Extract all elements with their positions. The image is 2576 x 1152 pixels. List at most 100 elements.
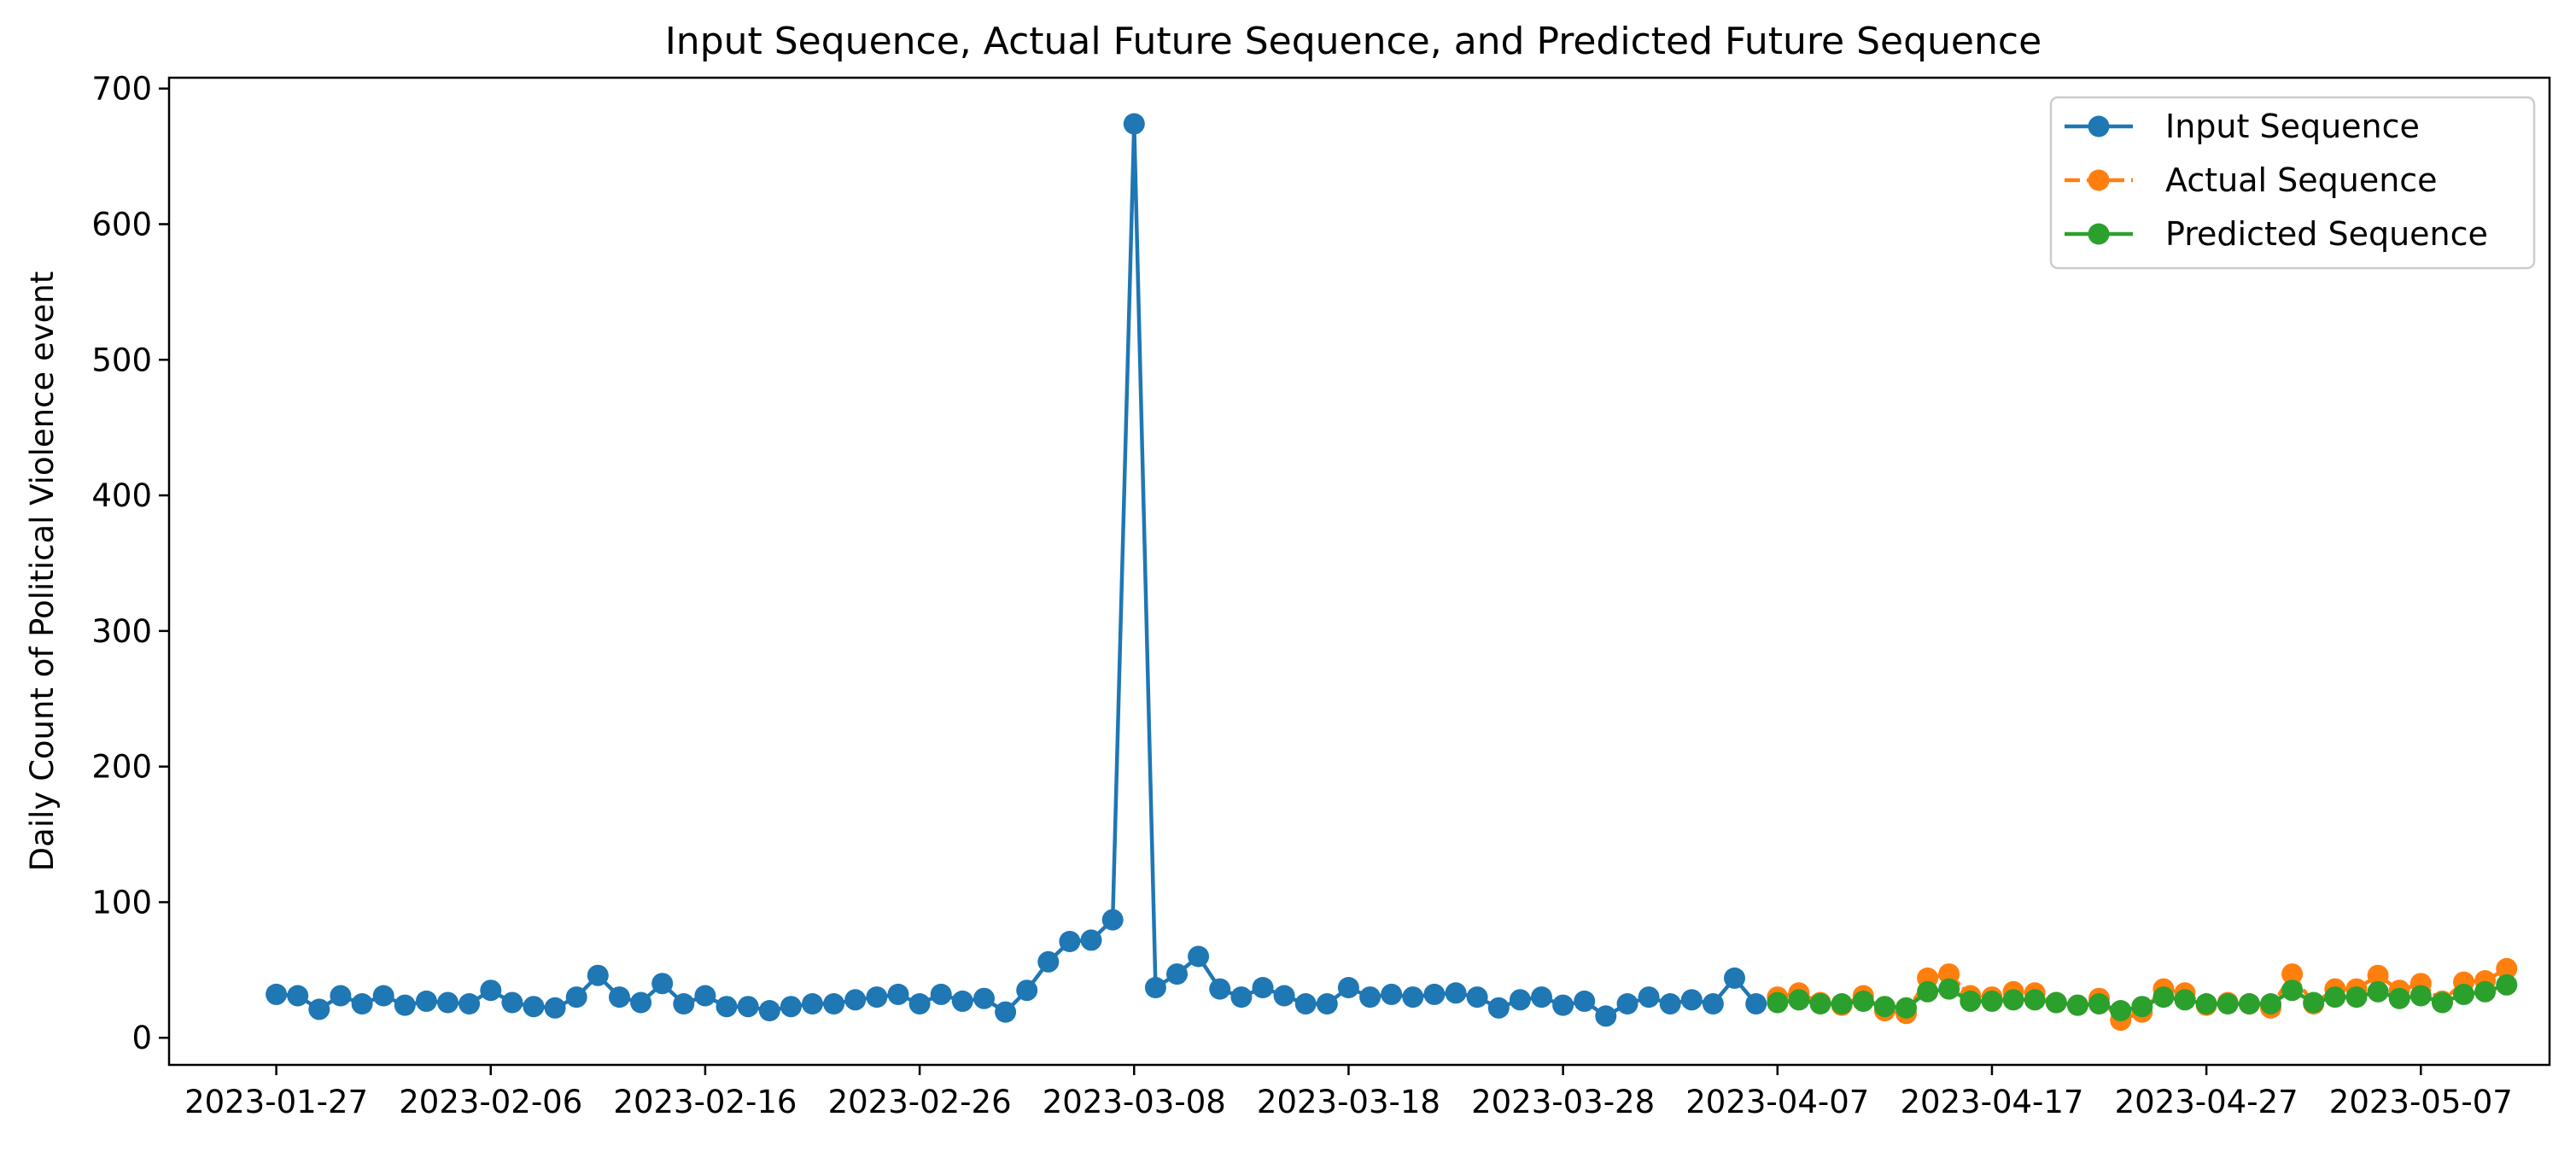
data-point: [2303, 991, 2325, 1014]
data-point: [1230, 986, 1253, 1009]
data-point: [630, 991, 652, 1014]
data-point: [866, 986, 888, 1009]
data-point: [1466, 986, 1488, 1009]
data-point: [501, 991, 523, 1014]
data-point: [1080, 929, 1102, 951]
data-point: [737, 996, 759, 1018]
data-point: [1166, 963, 1188, 985]
data-point: [1252, 977, 1274, 998]
x-tick-label: 2023-02-26: [828, 1084, 1012, 1120]
data-point: [1724, 967, 1745, 989]
legend-box: [2049, 96, 2536, 270]
legend-marker: [2088, 115, 2110, 137]
data-point: [308, 998, 330, 1020]
x-tick-label: 2023-03-18: [1257, 1084, 1440, 1120]
data-point: [1831, 993, 1853, 1015]
data-point: [1509, 989, 1531, 1011]
data-point: [2453, 983, 2474, 1005]
data-point: [1938, 978, 1960, 1000]
data-point: [951, 990, 973, 1012]
data-point: [609, 986, 630, 1009]
data-point: [1123, 113, 1145, 135]
data-point: [266, 983, 288, 1005]
data-point: [1144, 977, 1166, 998]
axes-layer: 0 100 200 300 400 500 600 700 2023-01-27 2023-02-…: [91, 71, 2551, 1120]
data-point: [758, 1000, 780, 1021]
data-point: [587, 964, 609, 986]
data-point: [1059, 931, 1081, 952]
data-point: [1852, 990, 1874, 1012]
data-point: [1445, 982, 1467, 1004]
legend-marker: [2088, 223, 2110, 245]
data-point: [1037, 950, 1060, 973]
y-tick-label: 600: [91, 206, 152, 243]
data-point: [1359, 986, 1381, 1009]
data-point: [394, 994, 416, 1016]
y-tick-label: 100: [91, 884, 152, 921]
data-point: [1917, 980, 1939, 1003]
data-point: [716, 996, 738, 1018]
data-point: [2066, 994, 2088, 1016]
data-point: [1423, 983, 1446, 1005]
data-point: [1316, 993, 1338, 1015]
data-point: [2431, 991, 2453, 1014]
data-point: [908, 993, 931, 1015]
x-tick-label: 2023-04-27: [2115, 1084, 2299, 1120]
data-point: [2367, 980, 2389, 1003]
legend-label: Input Sequence: [2165, 108, 2420, 145]
data-point: [544, 997, 566, 1019]
legend-label: Actual Sequence: [2165, 161, 2438, 199]
data-point: [1531, 986, 1552, 1009]
data-point: [372, 985, 394, 1007]
data-point: [651, 973, 674, 995]
series-line: [274, 121, 1758, 1019]
data-point: [2217, 993, 2239, 1015]
data-point: [1895, 997, 1917, 1019]
data-point: [2238, 993, 2260, 1015]
x-tick-label: 2023-03-28: [1471, 1084, 1655, 1120]
data-point: [2324, 986, 2346, 1009]
data-point: [330, 985, 352, 1007]
data-point: [1294, 993, 1317, 1015]
data-point: [2496, 974, 2518, 996]
data-point: [459, 993, 481, 1015]
data-point: [1616, 993, 1638, 1015]
data-point: [2281, 963, 2304, 985]
data-point: [673, 993, 695, 1015]
data-point: [1101, 909, 1124, 931]
data-point: [480, 979, 502, 1002]
y-tick-label: 500: [91, 342, 152, 378]
data-point: [1702, 993, 1724, 1015]
data-point: [2388, 987, 2410, 1009]
data-point: [973, 987, 995, 1009]
y-tick-label: 0: [131, 1020, 152, 1056]
data-point: [437, 991, 459, 1014]
data-point: [1767, 991, 1789, 1014]
data-point: [2131, 996, 2153, 1018]
data-point: [2367, 964, 2389, 986]
data-point: [2088, 993, 2110, 1015]
x-tick-label: 2023-05-07: [2329, 1084, 2513, 1120]
data-point: [1016, 979, 1038, 1002]
data-point: [523, 996, 545, 1018]
data-point: [2345, 986, 2368, 1009]
data-point: [995, 1001, 1017, 1023]
data-point: [287, 985, 309, 1007]
legend-label: Predicted Sequence: [2165, 215, 2488, 253]
data-point: [823, 993, 845, 1015]
data-point: [2260, 993, 2281, 1015]
data-point: [1938, 963, 1960, 985]
data-point: [802, 993, 823, 1015]
data-point: [1680, 989, 1703, 1011]
data-point: [1337, 977, 1359, 998]
y-axis-label: Daily Count of Political Violence event: [24, 272, 61, 872]
data-point: [1981, 990, 2003, 1012]
data-point: [694, 985, 716, 1007]
y-tick-label: 700: [91, 71, 152, 108]
series-layer: [266, 113, 2518, 1032]
data-point: [1960, 990, 1982, 1012]
chart-title: Input Sequence, Actual Future Sequence, …: [665, 20, 2042, 63]
data-point: [1595, 1005, 1617, 1027]
data-point: [1809, 993, 1831, 1015]
